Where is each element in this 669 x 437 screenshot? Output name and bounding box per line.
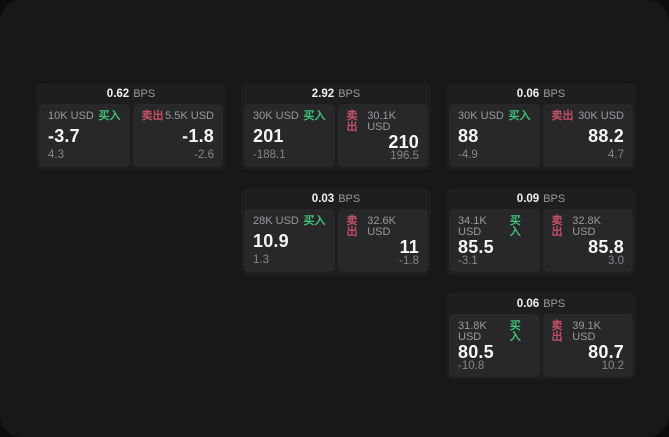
spread-value: 0.06 bbox=[516, 297, 540, 310]
sell-panel[interactable]: 卖出 32.6K USD 11 -1.8 bbox=[337, 209, 428, 272]
quote-card: 0.06 BPS 30K USD 买入 88 -4.9 卖出 30K USD 8… bbox=[446, 83, 636, 170]
sell-delta: -1.8 bbox=[399, 255, 419, 267]
quote-panels: 30K USD 买入 88 -4.9 卖出 30K USD 88.2 4.7 bbox=[449, 104, 633, 167]
card-header: 0.62 BPS bbox=[39, 83, 223, 104]
card-header: 2.92 BPS bbox=[244, 83, 428, 104]
sell-delta: 4.7 bbox=[608, 148, 624, 161]
buy-amount: 31.8K USD bbox=[458, 320, 487, 343]
sell-delta: 196.5 bbox=[390, 150, 419, 162]
quote-panels: 31.8K USD 买入 80.5 -10.8 卖出 39.1K USD 80.… bbox=[449, 314, 633, 377]
buy-price: -3.7 bbox=[48, 125, 80, 146]
sell-price: 88.2 bbox=[588, 125, 624, 146]
spread-unit-label: BPS bbox=[543, 297, 566, 310]
sell-amount: 5.5K USD bbox=[165, 110, 214, 122]
buy-amount: 10K USD bbox=[48, 110, 94, 122]
spread-value: 0.09 bbox=[516, 192, 540, 205]
buy-button[interactable]: 买入 bbox=[509, 320, 521, 343]
sell-delta: -2.6 bbox=[194, 148, 214, 161]
quote-panels: 30K USD 买入 201 -188.1 卖出 30.1K USD 210 1… bbox=[244, 104, 428, 167]
sell-amount: 30K USD bbox=[578, 110, 624, 122]
sell-price: 85.8 bbox=[588, 237, 624, 257]
buy-button[interactable]: 买入 bbox=[303, 215, 326, 227]
sell-price: 210 bbox=[388, 132, 419, 152]
spread-unit-label: BPS bbox=[338, 192, 361, 205]
quote-card: 0.09 BPS 34.1K USD 买入 85.5 -3.1 卖出 32.8K… bbox=[446, 188, 636, 275]
buy-delta: -4.9 bbox=[458, 148, 478, 161]
spread-unit-label: BPS bbox=[133, 87, 156, 100]
buy-price: 10.9 bbox=[253, 230, 289, 251]
buy-panel[interactable]: 10K USD 买入 -3.7 4.3 bbox=[39, 104, 130, 167]
sell-price: 11 bbox=[399, 237, 419, 257]
spread-unit-label: BPS bbox=[543, 192, 566, 205]
buy-amount: 30K USD bbox=[458, 110, 504, 122]
sell-panel[interactable]: 卖出 39.1K USD 80.7 10.2 bbox=[542, 314, 633, 377]
buy-panel[interactable]: 31.8K USD 买入 80.5 -10.8 bbox=[449, 314, 540, 377]
buy-delta: -3.1 bbox=[458, 255, 478, 267]
spread-unit-label: BPS bbox=[338, 87, 361, 100]
sell-panel[interactable]: 卖出 30.1K USD 210 196.5 bbox=[337, 104, 428, 167]
sell-button[interactable]: 卖出 bbox=[551, 215, 563, 238]
spread-unit-label: BPS bbox=[543, 87, 566, 100]
sell-button[interactable]: 卖出 bbox=[346, 110, 358, 133]
buy-amount: 34.1K USD bbox=[458, 215, 487, 238]
buy-delta: 1.3 bbox=[253, 253, 269, 266]
spread-value: 0.03 bbox=[311, 192, 335, 205]
card-header: 0.03 BPS bbox=[244, 188, 428, 209]
sell-button[interactable]: 卖出 bbox=[141, 110, 164, 122]
sell-amount: 39.1K USD bbox=[572, 320, 601, 343]
quote-card: 0.06 BPS 31.8K USD 买入 80.5 -10.8 卖出 39.1… bbox=[446, 293, 636, 380]
buy-price: 80.5 bbox=[458, 342, 494, 362]
buy-panel[interactable]: 30K USD 买入 201 -188.1 bbox=[244, 104, 335, 167]
quote-panels: 28K USD 买入 10.9 1.3 卖出 32.6K USD 11 -1.8 bbox=[244, 209, 428, 272]
sell-button[interactable]: 卖出 bbox=[551, 110, 574, 122]
card-header: 0.06 BPS bbox=[449, 293, 633, 314]
spread-value: 2.92 bbox=[311, 87, 335, 100]
sell-price: -1.8 bbox=[182, 125, 214, 146]
buy-amount: 30K USD bbox=[253, 110, 299, 122]
sell-delta: 3.0 bbox=[608, 255, 624, 267]
buy-button[interactable]: 买入 bbox=[508, 110, 531, 122]
buy-delta: -10.8 bbox=[458, 360, 485, 372]
sell-amount: 30.1K USD bbox=[367, 110, 396, 133]
sell-price: 80.7 bbox=[588, 342, 624, 362]
quote-card: 0.03 BPS 28K USD 买入 10.9 1.3 卖出 32.6K US… bbox=[241, 188, 431, 275]
buy-price: 88 bbox=[458, 125, 479, 146]
sell-amount: 32.8K USD bbox=[572, 215, 601, 238]
sell-delta: 10.2 bbox=[601, 360, 624, 372]
buy-panel[interactable]: 28K USD 买入 10.9 1.3 bbox=[244, 209, 335, 272]
sell-panel[interactable]: 卖出 30K USD 88.2 4.7 bbox=[542, 104, 633, 167]
buy-button[interactable]: 买入 bbox=[509, 215, 521, 238]
cards-grid: 0.62 BPS 10K USD 买入 -3.7 4.3 卖出 5.5K USD… bbox=[36, 83, 636, 380]
buy-delta: 4.3 bbox=[48, 148, 64, 161]
sell-button[interactable]: 卖出 bbox=[551, 320, 563, 343]
spread-value: 0.06 bbox=[516, 87, 540, 100]
quote-panels: 10K USD 买入 -3.7 4.3 卖出 5.5K USD -1.8 -2.… bbox=[39, 104, 223, 167]
quote-card: 2.92 BPS 30K USD 买入 201 -188.1 卖出 30.1K … bbox=[241, 83, 431, 170]
sell-panel[interactable]: 卖出 5.5K USD -1.8 -2.6 bbox=[132, 104, 223, 167]
buy-button[interactable]: 买入 bbox=[303, 110, 326, 122]
buy-price: 85.5 bbox=[458, 237, 494, 257]
card-header: 0.09 BPS bbox=[449, 188, 633, 209]
quote-card: 0.62 BPS 10K USD 买入 -3.7 4.3 卖出 5.5K USD… bbox=[36, 83, 226, 170]
quote-panels: 34.1K USD 买入 85.5 -3.1 卖出 32.8K USD 85.8… bbox=[449, 209, 633, 272]
sell-button[interactable]: 卖出 bbox=[346, 215, 358, 238]
card-header: 0.06 BPS bbox=[449, 83, 633, 104]
buy-panel[interactable]: 30K USD 买入 88 -4.9 bbox=[449, 104, 540, 167]
buy-button[interactable]: 买入 bbox=[98, 110, 121, 122]
buy-delta: -188.1 bbox=[253, 148, 286, 161]
sell-amount: 32.6K USD bbox=[367, 215, 396, 238]
sell-panel[interactable]: 卖出 32.8K USD 85.8 3.0 bbox=[542, 209, 633, 272]
buy-amount: 28K USD bbox=[253, 215, 299, 227]
spread-value: 0.62 bbox=[106, 87, 130, 100]
buy-price: 201 bbox=[253, 125, 284, 146]
buy-panel[interactable]: 34.1K USD 买入 85.5 -3.1 bbox=[449, 209, 540, 272]
